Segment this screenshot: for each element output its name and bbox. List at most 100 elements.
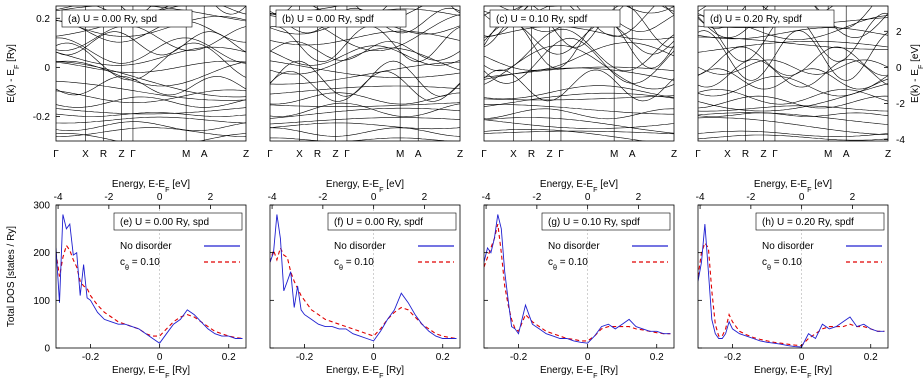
k-point-label: Z <box>457 149 463 160</box>
dos-panel: -0.2 0 0.2 Energy, E-EF [Ry] -4 -2 0 2 Energy, E… <box>6 179 247 380</box>
k-point-label: Z <box>332 149 338 160</box>
band-line <box>484 108 674 120</box>
band-panel: Γ X R Z Γ M A Z(a) U = 0.00 Ry, spd-0.200.2E(k)… <box>6 5 249 160</box>
dos-xtick-ev-label: 2 <box>850 192 856 203</box>
band-line <box>698 112 888 117</box>
dos-xtick-label: 0.2 <box>436 352 450 363</box>
dos-xtick-ev-label: 2 <box>208 192 214 203</box>
dos-xtick-label: 0 <box>371 352 377 363</box>
k-point-label: Z <box>760 149 766 160</box>
dos-ytick-label: 200 <box>33 248 50 259</box>
band-line <box>484 25 674 40</box>
band-ytick-ev-label: -4 <box>896 135 905 146</box>
band-line <box>56 96 246 108</box>
band-line <box>56 80 246 101</box>
dos-label-box <box>541 212 671 231</box>
band-ylabel-right: E(k) - EF [eV] <box>910 44 924 103</box>
band-line <box>270 92 460 105</box>
legend-label-no-disorder: No disorder <box>548 241 600 252</box>
band-line <box>56 60 246 87</box>
band-line <box>484 37 674 84</box>
dos-frame <box>269 204 461 349</box>
dos-curves <box>698 224 885 348</box>
dos-xlabel-ry: Energy, E-EF [Ry] <box>754 365 832 380</box>
dos-xtick-ev-label: -2 <box>532 192 541 203</box>
k-point-label: Γ <box>344 149 350 160</box>
dos-panel-label: (f) U = 0.00 Ry, spdf <box>334 217 423 228</box>
k-point-label: Z <box>243 149 249 160</box>
band-panel: Γ X R Z Γ M A Z(d) U = 0.20 Ry, spdf-4-202E(k) … <box>695 0 924 160</box>
band-ytick-ev-label: 0 <box>896 63 902 74</box>
dos-xtick-label: 0 <box>585 352 591 363</box>
band-line <box>56 61 246 98</box>
k-point-label: R <box>314 149 321 160</box>
dos-panel-label: (e) U = 0.00 Ry, spd <box>120 217 209 228</box>
dos-xlabel-ev: Energy, E-EF [eV] <box>112 179 190 194</box>
dos-curve-no-disorder <box>270 214 457 342</box>
dos-label-box <box>113 212 243 231</box>
band-line <box>698 46 888 76</box>
band-line <box>270 60 460 97</box>
band-line <box>484 130 674 135</box>
k-point-label: Γ <box>558 149 564 160</box>
dos-xlabel-ry: Energy, E-EF [Ry] <box>540 365 618 380</box>
k-point-label: X <box>82 149 89 160</box>
band-line <box>270 127 460 137</box>
band-line <box>698 41 888 53</box>
band-line <box>270 41 460 61</box>
dos-xtick-label: 0.2 <box>650 352 664 363</box>
band-panel-label: (a) U = 0.00 Ry, spd <box>68 14 157 25</box>
dos-xlabel-ev: Energy, E-EF [eV] <box>326 179 404 194</box>
dos-xtick-ev-label: -2 <box>318 192 327 203</box>
legend-label-disorder: cθ = 0.10 <box>548 257 588 272</box>
dos-xlabel-ev: Energy, E-EF [eV] <box>754 179 832 194</box>
band-line <box>698 130 888 137</box>
band-line <box>698 59 888 88</box>
band-label-box <box>275 9 407 28</box>
band-line <box>270 102 460 107</box>
band-line <box>56 6 75 10</box>
dos-label-box <box>755 212 885 231</box>
legend-label-no-disorder: No disorder <box>120 241 172 252</box>
dos-xtick-ev-label: -2 <box>104 192 113 203</box>
band-line <box>698 105 888 112</box>
k-point-label: A <box>201 149 208 160</box>
k-point-label: M <box>610 149 618 160</box>
band-line <box>56 60 246 73</box>
legend-label-no-disorder: No disorder <box>334 241 386 252</box>
dos-xtick-label: -0.2 <box>510 352 528 363</box>
band-line <box>270 107 460 119</box>
band-line <box>56 127 246 137</box>
k-point-label: Γ <box>267 149 273 160</box>
k-point-label: R <box>100 149 107 160</box>
band-line <box>56 121 246 131</box>
dos-curve-no-disorder <box>698 224 885 348</box>
band-line <box>56 112 246 117</box>
band-line <box>698 27 888 40</box>
band-panel-label: (c) U = 0.10 Ry, spdf <box>496 14 587 25</box>
dos-panel: -0.2 0 0.2 Energy, E-EF [Ry] -4 -2 0 2 Energy, E… <box>268 179 461 380</box>
k-point-label: Γ <box>772 149 778 160</box>
dos-xlabel-ry: Energy, E-EF [Ry] <box>112 365 190 380</box>
dos-panel: -0.2 0 0.2 Energy, E-EF [Ry] -4 -2 0 2 Energy, E… <box>482 179 675 380</box>
band-frame <box>55 5 247 142</box>
dos-xtick-ev-label: -4 <box>268 192 277 203</box>
band-line <box>270 30 460 46</box>
k-point-label: M <box>396 149 404 160</box>
dos-xtick-ev-label: 2 <box>422 192 428 203</box>
band-line <box>56 116 246 124</box>
band-line <box>484 22 674 55</box>
band-ytick-ev-label: 2 <box>896 27 902 38</box>
band-line <box>484 6 674 14</box>
dos-xtick-label: 0 <box>157 352 163 363</box>
band-line <box>484 117 674 134</box>
k-point-label: Z <box>885 149 891 160</box>
band-line <box>270 117 460 125</box>
band-frame <box>269 5 461 142</box>
band-line <box>270 45 460 66</box>
band-line <box>698 117 888 135</box>
dos-xtick-ev-label: 0 <box>157 192 163 203</box>
band-line <box>56 20 246 43</box>
band-line <box>698 0 888 5</box>
